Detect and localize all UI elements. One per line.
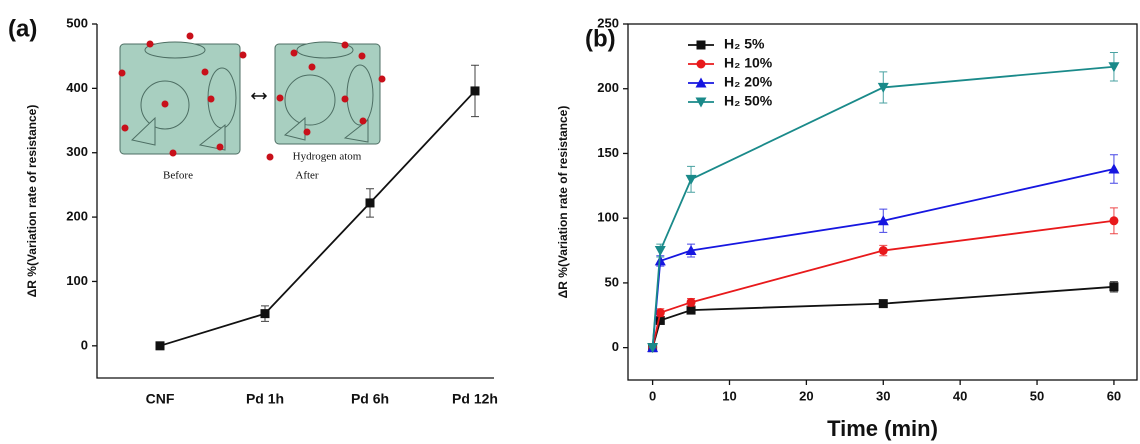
- axes: [96, 24, 494, 379]
- marker: [655, 315, 665, 325]
- y-tick-label: 0: [81, 337, 88, 352]
- marker: [365, 198, 375, 208]
- x-tick-label: 10: [722, 388, 736, 403]
- y-tick-label: 0: [612, 339, 619, 354]
- x-tick-label: 40: [953, 388, 967, 403]
- x-axis-label: Time (min): [827, 416, 938, 441]
- marker: [654, 246, 666, 257]
- y-tick-label: 50: [605, 274, 619, 289]
- series-line: [651, 219, 1115, 348]
- marker: [470, 86, 480, 96]
- legend-label: H₂ 20%: [724, 74, 773, 90]
- marker: [686, 305, 696, 315]
- marker: [260, 309, 270, 319]
- x-tick-label: 0: [649, 388, 656, 403]
- marker: [655, 308, 665, 318]
- x-tick-label: 60: [1107, 388, 1121, 403]
- inset-label: Hydrogen atom: [293, 151, 362, 163]
- x-tick-label: Pd 12h: [452, 391, 498, 407]
- y-tick-label: 100: [66, 273, 88, 288]
- y-tick-label: 400: [66, 80, 88, 95]
- hydrogen-atoms: [118, 32, 386, 161]
- marker: [878, 246, 888, 256]
- y-tick-label: 150: [597, 145, 619, 160]
- marker: [1108, 62, 1120, 73]
- plot-frame: [627, 23, 1138, 381]
- y-tick-label: 300: [66, 144, 88, 159]
- series-line: [159, 90, 476, 347]
- y-axis-label: ΔR %(Variation rate of resistance): [556, 106, 570, 299]
- x-tick-label: Pd 6h: [351, 391, 389, 407]
- marker: [877, 215, 889, 226]
- y-tick-label: 100: [597, 210, 619, 225]
- series-line: [651, 168, 1115, 348]
- x-tick-label: Pd 1h: [246, 391, 284, 407]
- inset-label: After: [295, 170, 319, 182]
- legend-label: H₂ 50%: [724, 93, 773, 109]
- x-tick-label: 50: [1030, 388, 1044, 403]
- marker: [155, 341, 165, 351]
- legend-marker: [695, 77, 707, 88]
- crystal-before: [119, 41, 241, 155]
- marker: [647, 343, 659, 354]
- x-tick-label: 30: [876, 388, 890, 403]
- y-tick-label: 200: [66, 209, 88, 224]
- y-tick-label: 250: [597, 15, 619, 30]
- y-axis-label: ΔR %(Variation rate of resistance): [25, 105, 39, 298]
- legend-marker: [696, 40, 706, 50]
- panel-label: (a): [8, 15, 37, 42]
- marker: [878, 299, 888, 309]
- marker: [877, 82, 889, 93]
- marker: [685, 174, 697, 185]
- inset-label: Before: [163, 170, 193, 182]
- series-line: [651, 285, 1114, 348]
- legend-label: H₂ 10%: [724, 55, 773, 71]
- marker: [1108, 163, 1120, 174]
- arrow: [250, 92, 268, 100]
- marker: [1109, 282, 1119, 292]
- x-tick-label: 20: [799, 388, 813, 403]
- marker: [1109, 216, 1119, 226]
- marker: [685, 245, 697, 256]
- inset: [118, 32, 386, 161]
- legend-label: H₂ 5%: [724, 36, 765, 52]
- x-tick-label: CNF: [146, 391, 175, 407]
- y-tick-label: 500: [66, 15, 88, 30]
- panel-label: (b): [585, 25, 616, 52]
- marker: [686, 297, 696, 307]
- y-tick-label: 200: [597, 80, 619, 95]
- legend-marker: [696, 59, 706, 69]
- legend-marker: [695, 97, 707, 108]
- crystal-after: [274, 41, 381, 145]
